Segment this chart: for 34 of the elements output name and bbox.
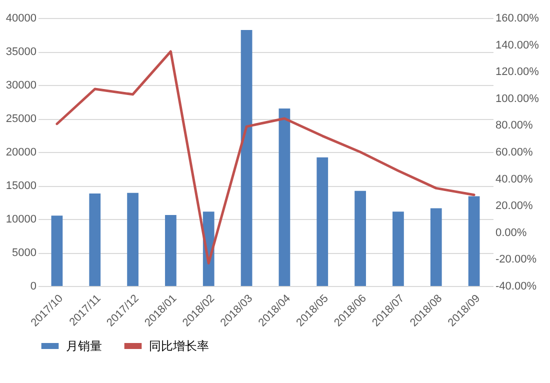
y-tick-label: 10000: [6, 214, 36, 226]
legend-label: 月销量: [66, 339, 102, 353]
y-tick-label: 0: [30, 280, 36, 292]
y-tick-label: 20000: [6, 146, 36, 158]
y2-tick-label: 160.00%: [496, 12, 540, 24]
y2-tick-label: 20.00%: [496, 200, 534, 212]
y-tick-label: 15000: [6, 180, 36, 192]
y2-tick-label: 0.00%: [496, 226, 527, 239]
line-series: [56, 50, 476, 264]
y2-tick-label: -20.00%: [496, 254, 537, 266]
y2-tick-label: 40.00%: [496, 173, 534, 186]
bar: [278, 108, 290, 286]
y-tick-label: 35000: [6, 46, 36, 58]
y-tick-label: 25000: [6, 113, 36, 125]
legend-label: 同比增长率: [149, 339, 209, 353]
y2-tick-label: 60.00%: [496, 146, 534, 158]
bar: [430, 208, 442, 286]
bar: [392, 212, 404, 286]
bar: [51, 216, 63, 286]
y-tick-label: 5000: [12, 247, 36, 259]
bar: [165, 214, 176, 286]
bar: [240, 30, 252, 286]
bar: [127, 192, 138, 286]
y2-tick-label: 100.00%: [496, 92, 540, 105]
bar: [354, 190, 366, 286]
y2-tick-label: -40.00%: [496, 280, 537, 292]
y-tick-label: 30000: [6, 80, 36, 92]
bar: [316, 157, 328, 286]
y2-tick-label: 80.00%: [496, 120, 534, 132]
bar: [89, 194, 101, 286]
y2-tick-label: 140.00%: [496, 39, 540, 52]
y2-tick-label: 120.00%: [496, 66, 540, 78]
bar: [468, 196, 480, 286]
y-tick-label: 40000: [6, 12, 36, 24]
